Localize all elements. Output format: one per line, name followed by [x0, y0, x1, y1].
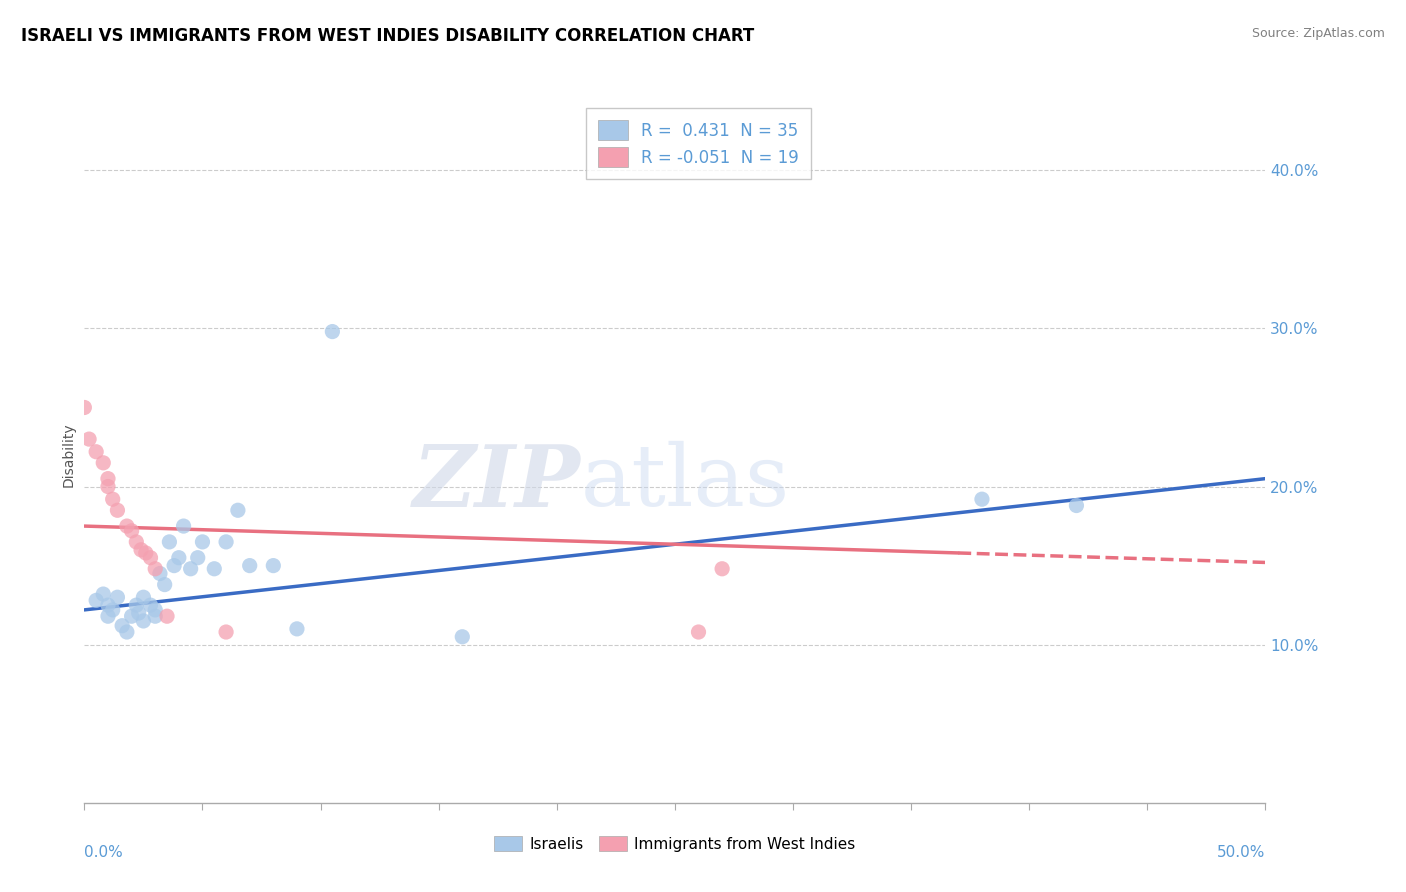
Point — [149, 566, 172, 581]
Point — [115, 625, 138, 640]
Point — [125, 598, 148, 612]
Point — [143, 609, 166, 624]
Point — [451, 630, 474, 644]
Point — [91, 456, 114, 470]
Point — [321, 325, 343, 339]
Point — [173, 519, 195, 533]
Point — [215, 534, 238, 549]
Point — [135, 546, 157, 560]
Point — [202, 562, 225, 576]
Text: ISRAELI VS IMMIGRANTS FROM WEST INDIES DISABILITY CORRELATION CHART: ISRAELI VS IMMIGRANTS FROM WEST INDIES D… — [21, 27, 755, 45]
Point — [107, 591, 129, 605]
Point — [132, 614, 155, 628]
Point — [125, 534, 148, 549]
Point — [153, 577, 176, 591]
Text: 0.0%: 0.0% — [84, 845, 124, 860]
Point — [97, 479, 120, 493]
Point — [191, 534, 214, 549]
Point — [688, 625, 710, 640]
Point — [121, 524, 143, 538]
Point — [163, 558, 186, 573]
Point — [139, 598, 162, 612]
Point — [107, 503, 129, 517]
Point — [167, 550, 190, 565]
Point — [226, 503, 249, 517]
Point — [84, 593, 107, 607]
Point — [115, 519, 138, 533]
Point — [84, 444, 107, 458]
Point — [129, 542, 152, 557]
Point — [157, 534, 180, 549]
Text: ZIP: ZIP — [412, 441, 581, 524]
Point — [711, 562, 734, 576]
Point — [139, 550, 162, 565]
Point — [970, 492, 993, 507]
Point — [91, 587, 114, 601]
Point — [121, 609, 143, 624]
Point — [111, 618, 134, 632]
Point — [97, 472, 120, 486]
Point — [128, 606, 150, 620]
Point — [285, 622, 308, 636]
Point — [1066, 499, 1088, 513]
Y-axis label: Disability: Disability — [62, 423, 76, 487]
Point — [215, 625, 238, 640]
Point — [73, 401, 96, 415]
Point — [97, 598, 120, 612]
Point — [132, 591, 155, 605]
Point — [180, 562, 202, 576]
Point — [262, 558, 284, 573]
Point — [156, 609, 179, 624]
Text: 50.0%: 50.0% — [1218, 845, 1265, 860]
Point — [101, 603, 124, 617]
Point — [143, 562, 166, 576]
Point — [97, 609, 120, 624]
Point — [101, 492, 124, 507]
Point — [187, 550, 209, 565]
Legend: Israelis, Immigrants from West Indies: Israelis, Immigrants from West Indies — [488, 830, 862, 858]
Point — [239, 558, 262, 573]
Point — [77, 432, 100, 446]
Point — [143, 603, 166, 617]
Text: atlas: atlas — [581, 442, 790, 524]
Text: Source: ZipAtlas.com: Source: ZipAtlas.com — [1251, 27, 1385, 40]
